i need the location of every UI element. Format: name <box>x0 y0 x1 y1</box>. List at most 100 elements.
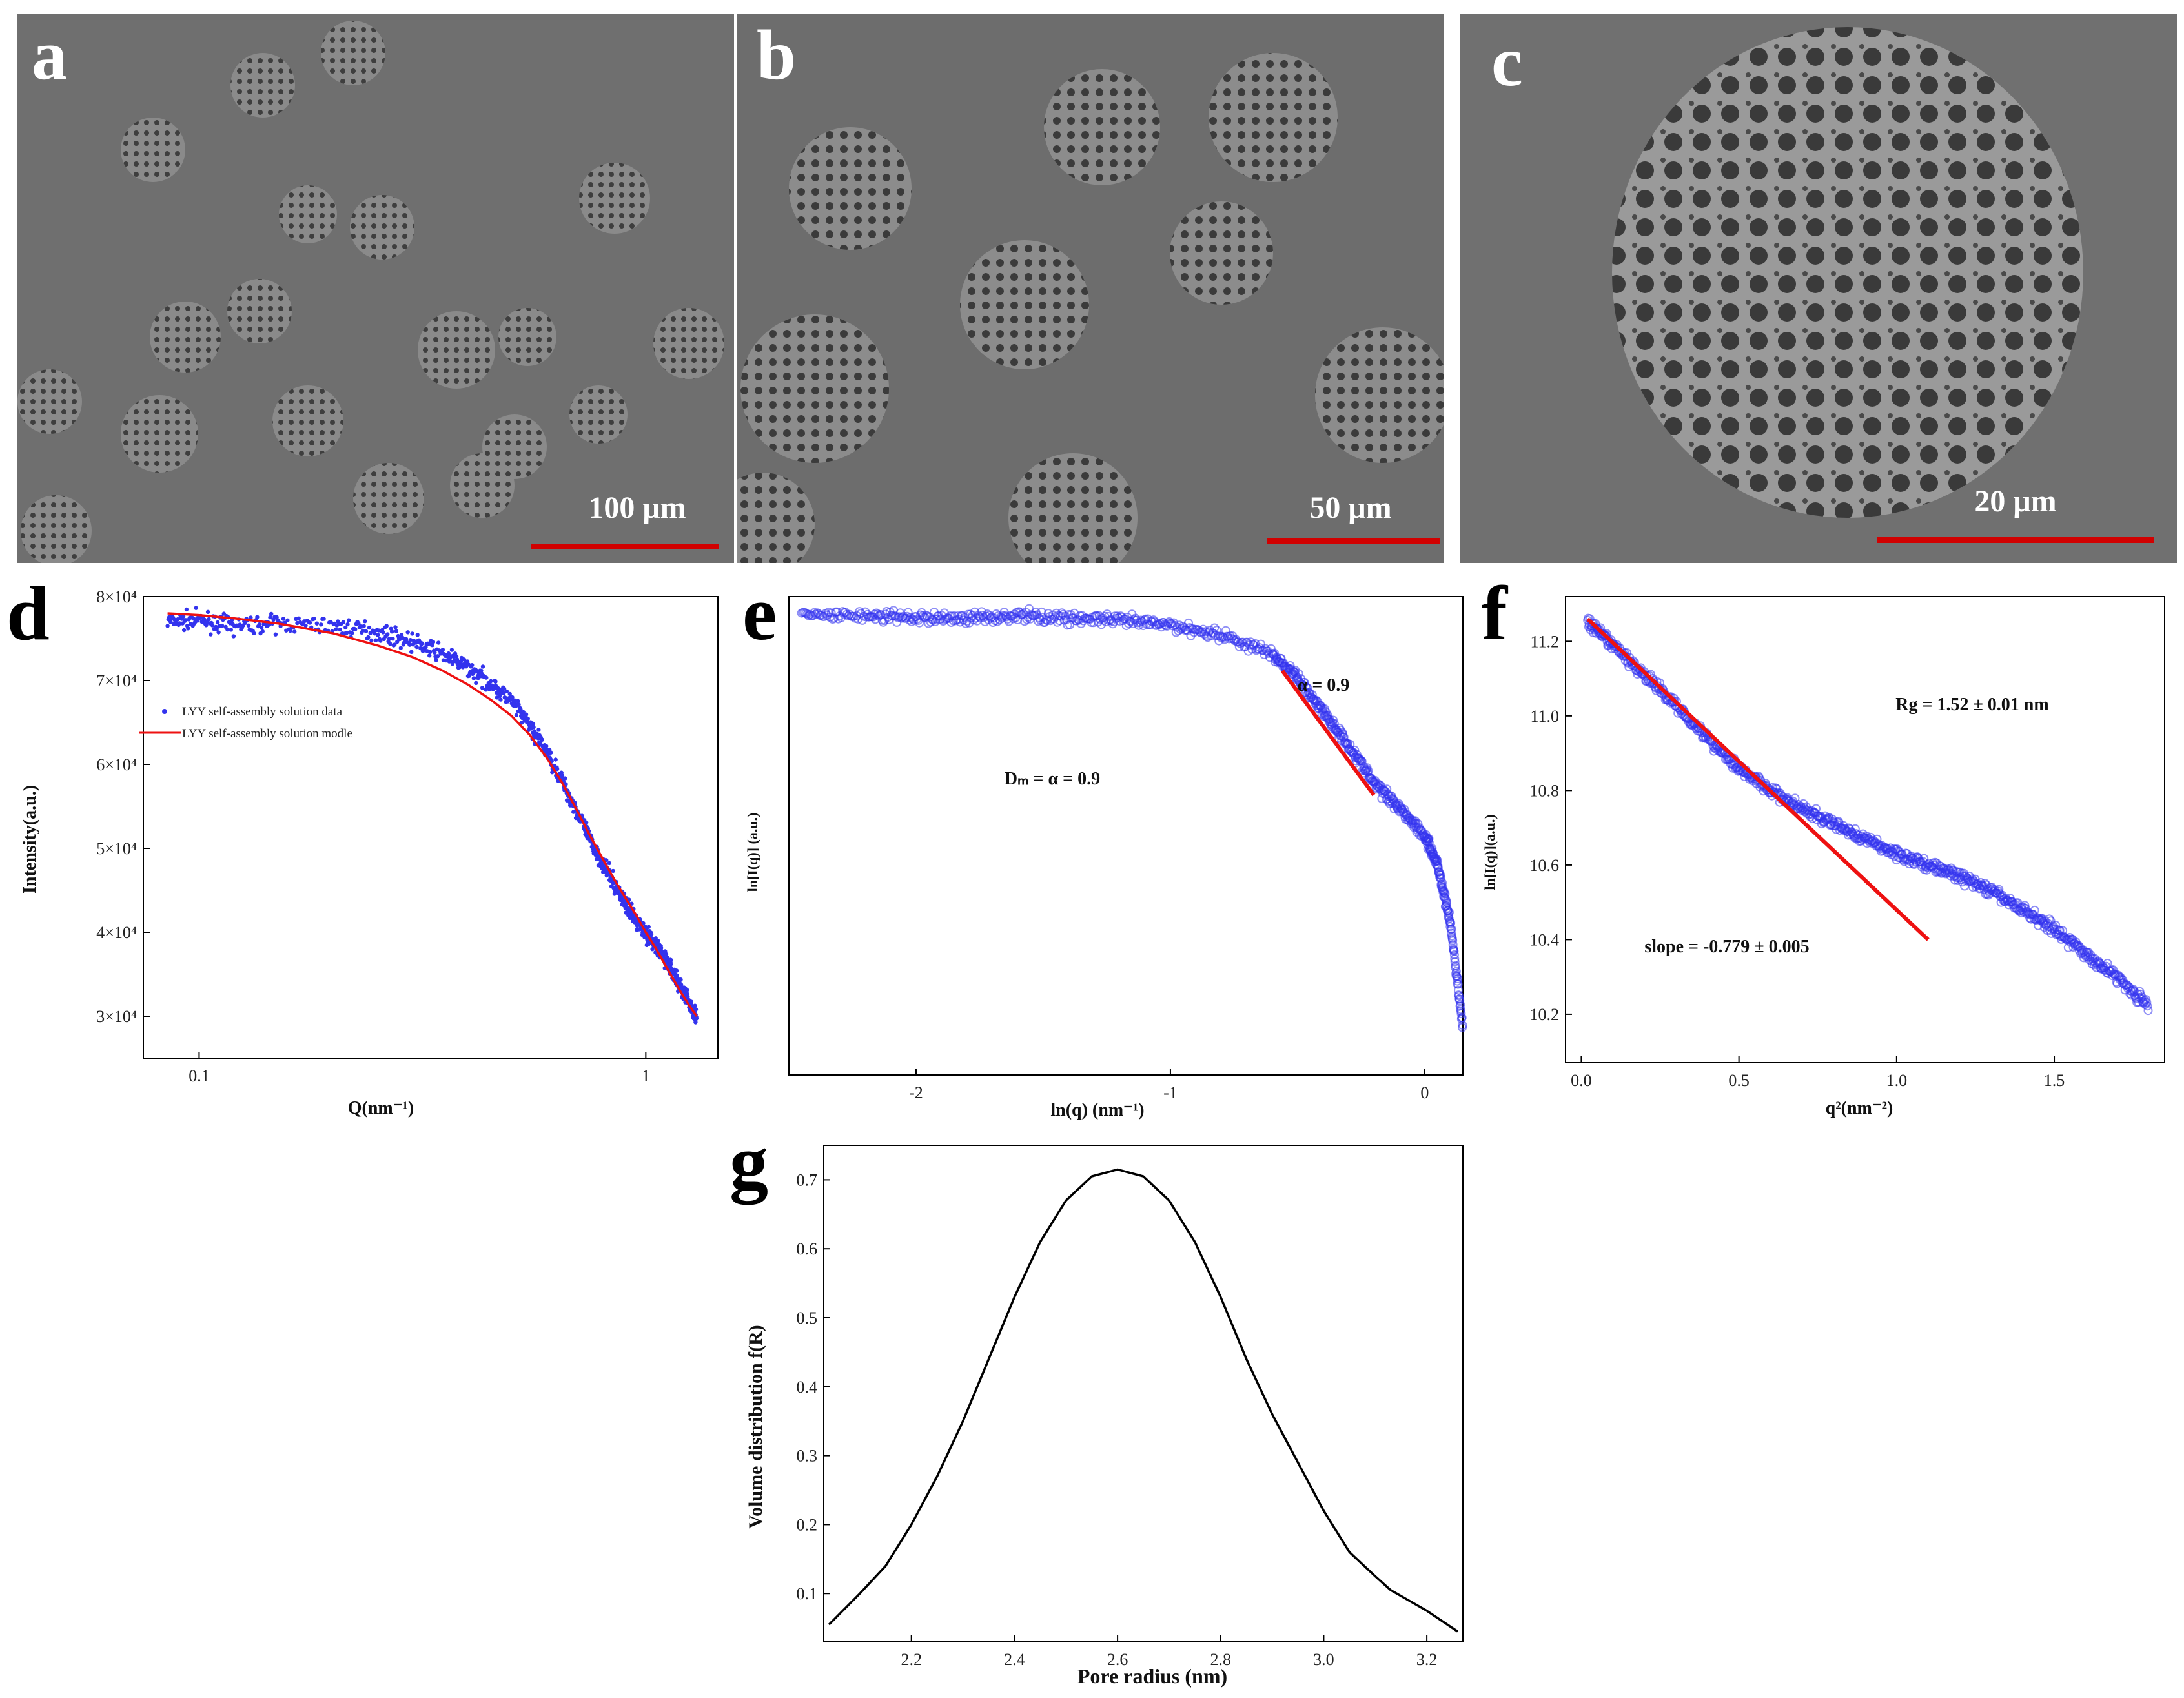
data-point <box>267 622 272 627</box>
data-point <box>405 630 410 635</box>
data-point <box>268 615 272 620</box>
data-point <box>366 635 371 640</box>
data-point <box>393 625 398 629</box>
scale-bar-label-c: 20 μm <box>1974 484 2056 518</box>
fit-line-e <box>1280 670 1376 797</box>
data-point <box>210 623 215 628</box>
data-point <box>675 973 679 977</box>
data-point <box>225 627 230 632</box>
data-point <box>480 664 485 669</box>
data-point <box>693 1020 698 1025</box>
legend-marker-data-d <box>162 709 167 714</box>
x-tick-label-e: -2 <box>909 1083 923 1102</box>
data-point <box>433 650 437 655</box>
x-tick-label-g: 3.0 <box>1313 1650 1334 1669</box>
data-point <box>693 1007 699 1012</box>
data-point <box>493 679 498 684</box>
data-point <box>689 999 693 1004</box>
data-point <box>646 925 651 929</box>
data-point <box>391 637 395 641</box>
data-point <box>549 750 553 755</box>
data-point <box>679 977 683 982</box>
y-tick-label-g: 0.4 <box>797 1378 818 1396</box>
data-point <box>181 614 186 619</box>
data-point <box>430 643 434 648</box>
data-point <box>252 631 256 636</box>
data-point <box>356 621 361 626</box>
panel-letter-a: a <box>32 15 67 94</box>
data-point <box>2142 997 2152 1007</box>
scatter-series-e <box>797 604 1467 1032</box>
data-point <box>343 625 348 630</box>
data-point <box>428 650 433 655</box>
data-point <box>333 627 338 631</box>
data-point <box>1436 873 1445 883</box>
data-point <box>176 617 180 622</box>
data-point <box>563 776 567 781</box>
data-point <box>531 721 536 726</box>
data-point <box>186 626 190 631</box>
y-tick-label-d: 8×10⁴ <box>96 588 137 606</box>
data-point <box>479 668 484 673</box>
y-axis-label-g: Volume distribution f(R) <box>745 1325 766 1529</box>
distribution-curve-g <box>828 1168 1458 1633</box>
x-tick-label-g: 3.2 <box>1416 1650 1438 1669</box>
data-point <box>465 659 470 664</box>
data-point <box>2143 1001 2152 1011</box>
data-point <box>1453 974 1463 983</box>
data-point <box>1454 991 1464 1001</box>
data-point <box>184 607 189 612</box>
data-point <box>1329 719 1339 728</box>
annotation-slope-f: slope = -0.779 ± 0.005 <box>1644 937 1809 957</box>
data-point <box>373 631 377 636</box>
data-point <box>555 766 560 772</box>
y-tick-label-d: 5×10⁴ <box>96 839 137 858</box>
data-point <box>353 627 358 631</box>
x-tick-label-f: 1.5 <box>2044 1071 2065 1090</box>
data-point <box>338 627 342 632</box>
data-point <box>395 639 400 644</box>
y-tick-label-f: 11.2 <box>1530 632 1559 651</box>
panel-letter-g: g <box>730 1119 768 1205</box>
y-tick-label-f: 10.4 <box>1530 930 1560 949</box>
y-tick-label-f: 10.6 <box>1530 856 1560 875</box>
data-point <box>249 615 253 620</box>
data-point <box>446 651 451 656</box>
data-point <box>216 630 221 635</box>
y-tick-label-g: 0.7 <box>797 1171 818 1189</box>
plot-frame-d <box>143 596 719 1059</box>
data-point <box>307 620 312 625</box>
data-point <box>1450 954 1460 964</box>
data-point <box>350 631 354 635</box>
data-point <box>686 994 690 999</box>
data-point <box>1450 957 1460 967</box>
data-point <box>507 691 512 697</box>
data-point <box>685 988 689 992</box>
data-point <box>826 608 836 618</box>
data-point <box>440 648 445 652</box>
data-point <box>360 628 365 633</box>
data-point <box>540 737 544 742</box>
data-point <box>497 693 502 698</box>
microspheres <box>737 53 1444 563</box>
data-point <box>209 632 213 637</box>
x-axis-label-d: Q(nm⁻¹) <box>348 1098 414 1118</box>
data-point <box>257 622 261 627</box>
data-point <box>515 699 520 703</box>
data-point <box>385 632 390 637</box>
plot-frame-f <box>1565 596 2165 1063</box>
x-tick-label-e: 0 <box>1420 1083 1429 1102</box>
data-point <box>387 637 392 641</box>
data-point <box>393 642 397 647</box>
sem-image-c: c 20 μm <box>1460 14 2177 563</box>
data-point <box>560 773 565 778</box>
data-point <box>394 629 399 633</box>
data-point <box>665 955 669 960</box>
data-point <box>1276 654 1286 663</box>
data-point <box>536 728 541 732</box>
data-point <box>303 623 308 628</box>
data-point <box>347 618 351 622</box>
panel-letter-c: c <box>1491 22 1523 101</box>
data-point <box>431 640 436 644</box>
x-tick-label-d: 1 <box>642 1067 650 1085</box>
